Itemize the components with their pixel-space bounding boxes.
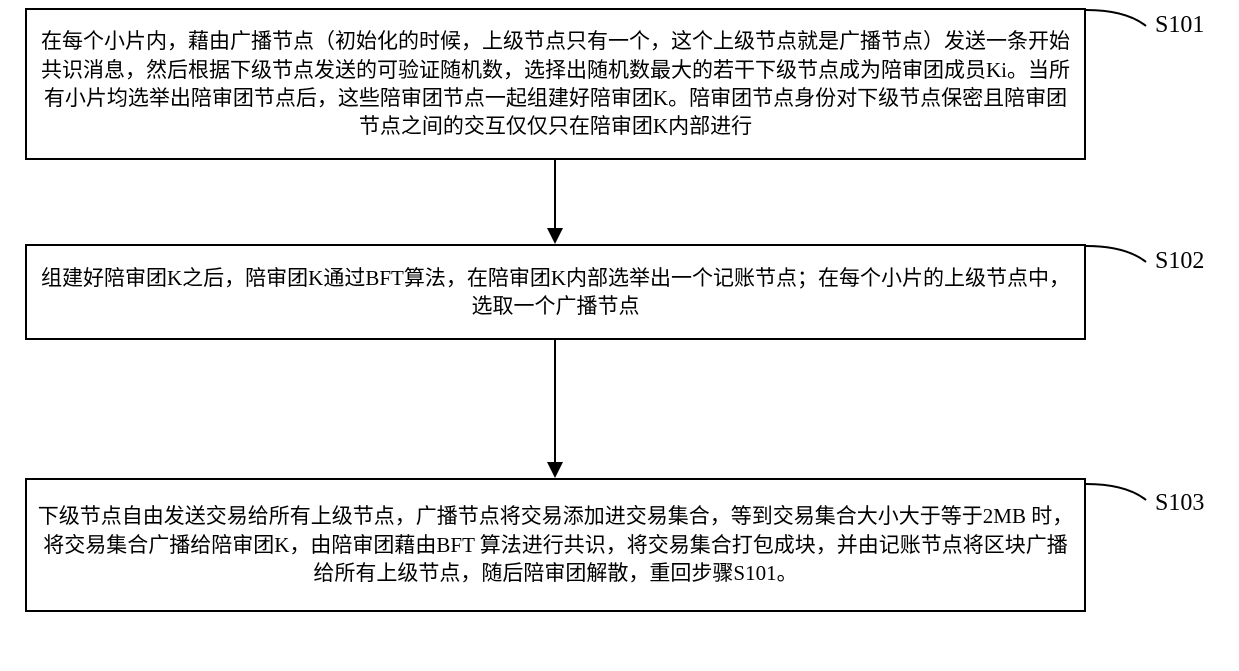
step-text-s103: 下级节点自由发送交易给所有上级节点，广播节点将交易添加进交易集合，等到交易集合大… [37, 502, 1074, 587]
flowchart-canvas: 在每个小片内，藉由广播节点（初始化的时候，上级节点只有一个，这个上级节点就是广播… [0, 0, 1239, 671]
leader-s102 [1086, 242, 1156, 278]
leader-s101 [1086, 6, 1156, 42]
arrow-s101-s102 [543, 160, 567, 244]
step-label-s102: S102 [1155, 248, 1204, 275]
arrow-s102-s103 [543, 340, 567, 478]
step-box-s102: 组建好陪审团K之后，陪审团K通过BFT算法，在陪审团K内部选举出一个记账节点；在… [25, 244, 1086, 340]
step-label-s101: S101 [1155, 12, 1204, 39]
step-box-s101: 在每个小片内，藉由广播节点（初始化的时候，上级节点只有一个，这个上级节点就是广播… [25, 8, 1086, 160]
step-box-s103: 下级节点自由发送交易给所有上级节点，广播节点将交易添加进交易集合，等到交易集合大… [25, 478, 1086, 612]
leader-s103 [1086, 480, 1156, 516]
step-text-s101: 在每个小片内，藉由广播节点（初始化的时候，上级节点只有一个，这个上级节点就是广播… [37, 27, 1074, 140]
step-text-s102: 组建好陪审团K之后，陪审团K通过BFT算法，在陪审团K内部选举出一个记账节点；在… [37, 264, 1074, 321]
step-label-s103: S103 [1155, 490, 1204, 517]
